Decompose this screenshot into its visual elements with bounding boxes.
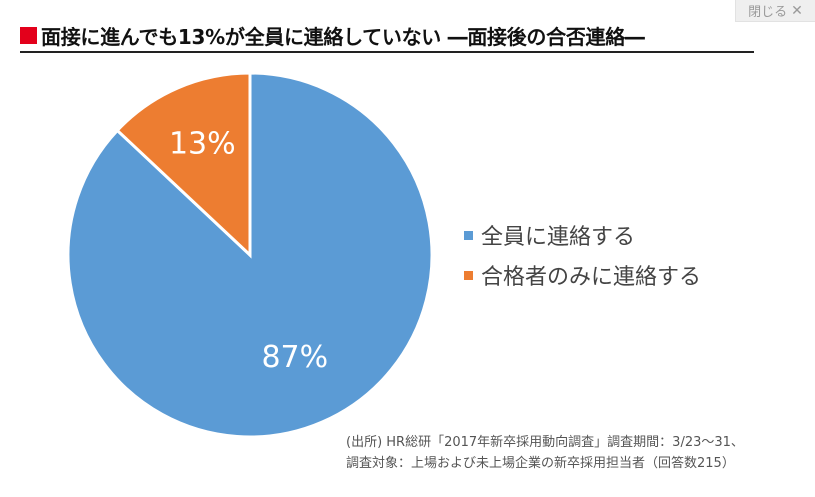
pie-slice-labels: 87% 13% — [169, 126, 328, 375]
source-line: 調査対象：上場および未上場企業の新卒採用担当者（回答数215） — [346, 456, 735, 471]
source-note: (出所) HR総研「2017年新卒採用動向調査」調査期間：3/23〜31、 調査… — [346, 432, 744, 474]
legend-item: 全員に連絡する — [464, 219, 701, 251]
pie-slice — [115, 71, 252, 259]
legend-label: 合格者のみに連絡する — [481, 265, 702, 290]
close-button[interactable]: 閉じる ✕ — [735, 0, 815, 22]
source-line: (出所) HR総研「2017年新卒採用動向調査」調査期間：3/23〜31、 — [346, 435, 744, 450]
chart-title: 面接に進んでも13%が全員に連絡していない ―面接後の合否連絡― — [20, 21, 645, 50]
slice-label: 13% — [169, 126, 236, 161]
title-marker — [20, 27, 37, 44]
title-underline — [20, 51, 754, 53]
chart-legend: 全員に連絡する 合格者のみに連絡する — [464, 219, 701, 291]
legend-item: 合格者のみに連絡する — [464, 259, 701, 291]
legend-swatch — [464, 230, 473, 240]
close-icon: ✕ — [791, 2, 803, 19]
title-text: 面接に進んでも13%が全員に連絡していない ―面接後の合否連絡― — [41, 25, 645, 49]
legend-swatch — [464, 270, 473, 280]
legend-label: 全員に連絡する — [481, 225, 636, 250]
pie-slices — [66, 71, 434, 439]
slice-label: 87% — [261, 340, 328, 375]
close-label: 閉じる — [748, 5, 788, 20]
